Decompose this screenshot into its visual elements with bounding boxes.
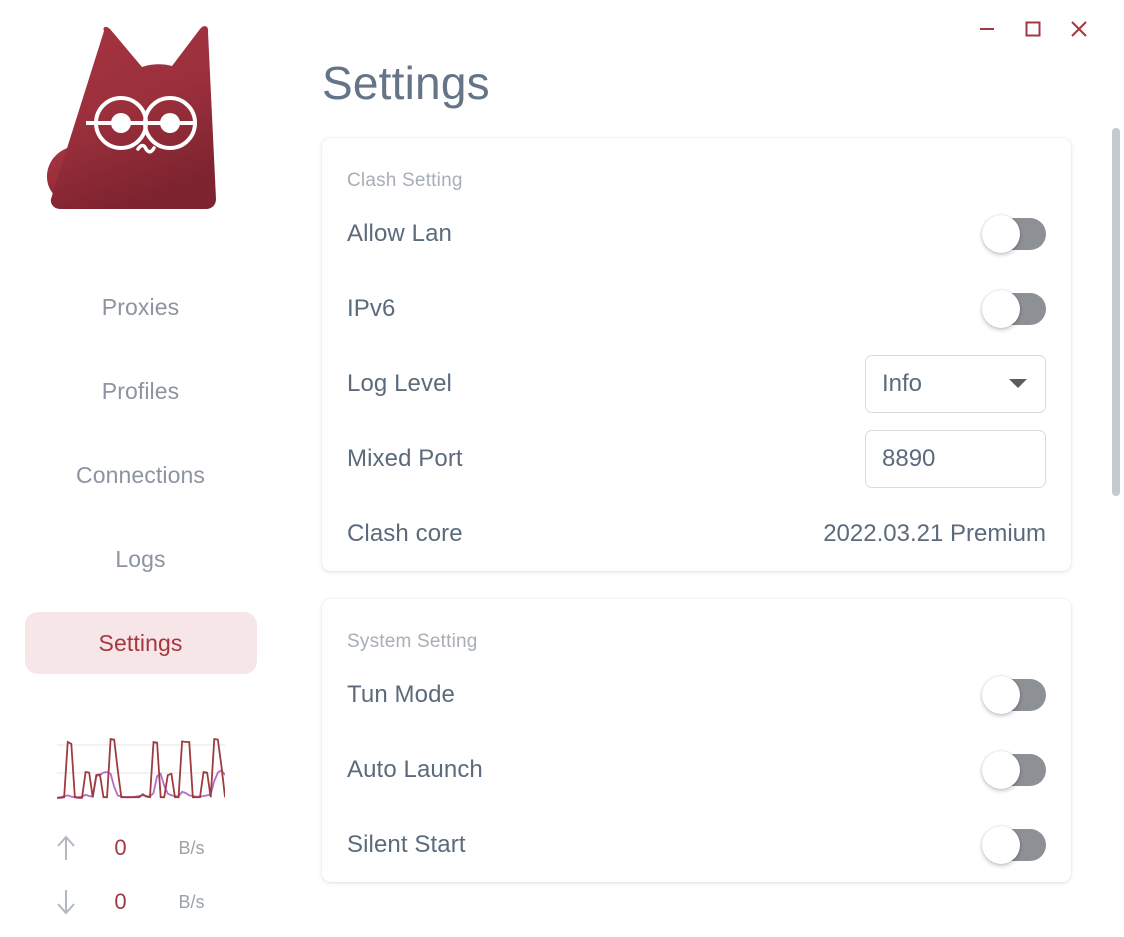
maximize-icon [1025, 21, 1041, 37]
row-label: Silent Start [347, 830, 466, 858]
row-label: Log Level [347, 369, 452, 397]
row-log-level: Log Level Info [347, 346, 1046, 421]
sidebar-item-label: Proxies [101, 293, 180, 320]
system-setting-card: System Setting Tun Mode Auto Launch Sile… [322, 599, 1071, 882]
toggle-knob [982, 214, 1020, 253]
download-speed-unit: B/s [178, 891, 205, 912]
chevron-down-icon [1009, 379, 1027, 388]
traffic-sparkline-chart [56, 737, 225, 799]
toggle-knob [982, 675, 1020, 714]
card-title: Clash Setting [347, 170, 463, 191]
traffic-widget: 0 B/s 0 B/s [0, 733, 281, 937]
sidebar-nav: Proxies Profiles Connections Logs Settin… [24, 276, 257, 674]
log-level-value: Info [882, 369, 923, 397]
download-speed-value: 0 [114, 889, 127, 914]
close-icon [1071, 21, 1087, 37]
row-label: Auto Launch [347, 755, 483, 783]
row-label: IPv6 [347, 294, 396, 322]
ipv6-toggle[interactable] [982, 289, 1046, 328]
upload-speed-unit: B/s [178, 837, 205, 858]
app-logo [36, 18, 246, 228]
page-title: Settings [322, 57, 490, 109]
card-title: System Setting [347, 631, 478, 652]
row-auto-launch: Auto Launch [347, 732, 1046, 807]
sidebar-item-connections[interactable]: Connections [25, 444, 257, 506]
row-label: Mixed Port [347, 444, 463, 472]
row-mixed-port: Mixed Port 8890 [347, 421, 1046, 496]
arrow-up-icon [51, 833, 81, 863]
sidebar-item-label: Connections [76, 461, 205, 488]
arrow-down-icon [51, 887, 81, 917]
log-level-select[interactable]: Info [865, 354, 1046, 413]
sidebar-item-proxies[interactable]: Proxies [25, 276, 257, 338]
clash-setting-card: Clash Setting Allow Lan IPv6 Log Level I… [322, 138, 1071, 571]
mixed-port-value: 8890 [882, 444, 936, 472]
row-label: Tun Mode [347, 680, 455, 708]
allow-lan-toggle[interactable] [982, 214, 1046, 253]
clash-core-version: 2022.03.21 Premium [823, 519, 1046, 547]
toggle-knob [982, 825, 1020, 864]
row-tun-mode: Tun Mode [347, 657, 1046, 732]
window-controls [924, 0, 1124, 58]
row-label: Clash core [347, 519, 463, 547]
sidebar-item-logs[interactable]: Logs [25, 528, 257, 590]
auto-launch-toggle[interactable] [982, 750, 1046, 789]
upload-series-line [56, 737, 225, 799]
toggle-knob [982, 750, 1020, 789]
minimize-button[interactable] [964, 9, 1010, 49]
scrollbar-thumb[interactable] [1112, 128, 1120, 496]
upload-speed-value: 0 [114, 835, 127, 860]
row-silent-start: Silent Start [347, 807, 1046, 882]
main-content: Settings Clash Setting Allow Lan IPv6 Lo… [281, 0, 1124, 937]
sidebar: Proxies Profiles Connections Logs Settin… [0, 0, 281, 937]
minimize-icon [980, 28, 994, 30]
clash-cat-logo-icon [47, 26, 216, 210]
maximize-button[interactable] [1010, 9, 1056, 49]
row-label: Allow Lan [347, 219, 452, 247]
sidebar-item-label: Profiles [101, 377, 180, 404]
sidebar-item-settings[interactable]: Settings [24, 612, 257, 674]
sidebar-item-label: Settings [98, 629, 183, 656]
row-allow-lan: Allow Lan [347, 196, 1046, 271]
tun-mode-toggle[interactable] [982, 675, 1046, 714]
row-clash-core: Clash core 2022.03.21 Premium [347, 496, 1046, 571]
sidebar-item-profiles[interactable]: Profiles [25, 360, 257, 422]
sidebar-item-label: Logs [115, 545, 166, 572]
silent-start-toggle[interactable] [982, 825, 1046, 864]
upload-speed-row: 0 B/s [51, 821, 231, 875]
mixed-port-input[interactable]: 8890 [865, 429, 1046, 488]
toggle-knob [982, 289, 1020, 328]
close-button[interactable] [1056, 9, 1102, 49]
row-ipv6: IPv6 [347, 271, 1046, 346]
download-speed-row: 0 B/s [51, 875, 231, 929]
main-scrollbar[interactable] [1108, 0, 1124, 937]
